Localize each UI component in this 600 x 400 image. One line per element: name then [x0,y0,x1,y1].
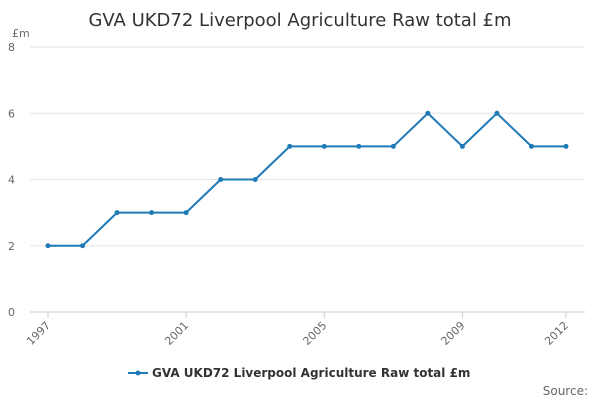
source-label: Source: [543,384,588,398]
data-point[interactable] [45,243,51,249]
data-point[interactable] [356,143,362,149]
data-point[interactable] [425,110,431,116]
x-tick-label: 2012 [542,319,571,348]
data-point[interactable] [390,143,396,149]
y-axis-unit-label: £m [12,27,30,40]
legend-label: GVA UKD72 Liverpool Agriculture Raw tota… [152,366,470,380]
series-line-0 [48,112,566,247]
data-point[interactable] [252,177,258,182]
data-point[interactable] [287,143,293,149]
y-tick-label: 4 [8,174,15,187]
y-tick-label: 0 [8,306,15,319]
data-point[interactable] [528,143,534,149]
data-point[interactable] [321,143,327,149]
data-point[interactable] [459,143,465,149]
x-tick-label: 2001 [162,319,191,348]
x-tick-label: 2005 [300,319,329,348]
series-layer [45,110,569,249]
x-tick-label: 2009 [439,319,468,348]
data-point[interactable] [563,143,569,149]
y-tick-label: 2 [8,240,15,253]
data-point[interactable] [494,110,500,116]
x-tick-label: 1997 [24,319,53,348]
data-point[interactable] [149,210,155,216]
legend-point-marker [135,370,141,376]
y-axis-ticks: 0 2 4 6 8 [8,41,15,319]
gridlines [30,46,585,247]
chart-title: GVA UKD72 Liverpool Agriculture Raw tota… [88,10,511,31]
x-axis-ticks: 1997 2001 2005 2009 2012 [24,312,571,348]
data-point[interactable] [80,243,86,249]
data-point[interactable] [114,210,120,216]
y-tick-label: 6 [8,107,15,120]
legend[interactable]: GVA UKD72 Liverpool Agriculture Raw tota… [128,366,470,380]
y-tick-label: 8 [8,41,15,54]
data-point[interactable] [183,210,189,216]
data-point[interactable] [218,177,224,182]
